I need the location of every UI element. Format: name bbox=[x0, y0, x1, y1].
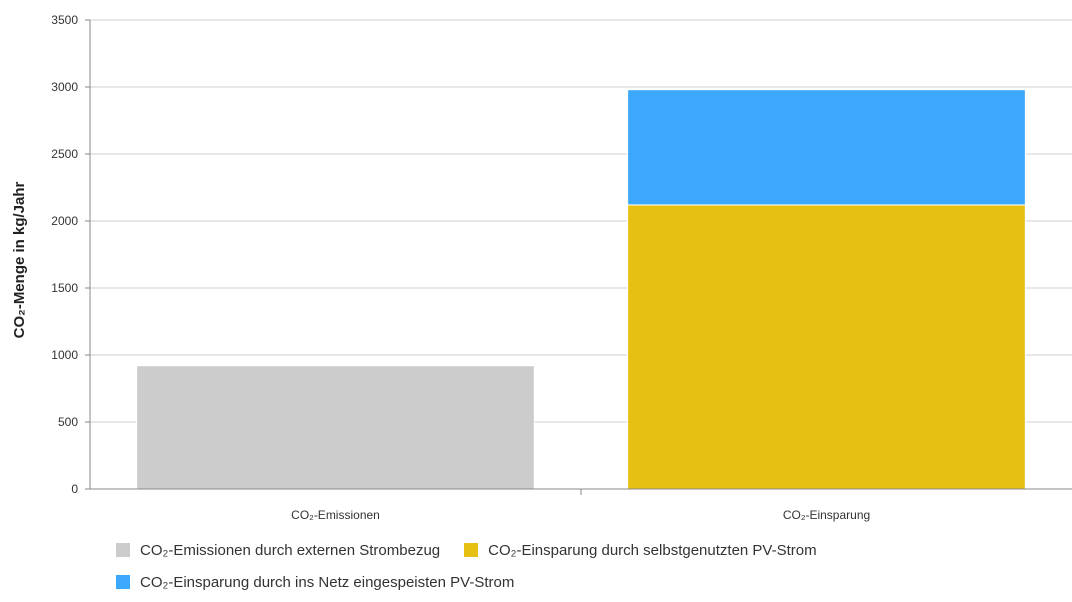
legend-label: CO₂-Einsparung durch selbstgenutzten PV-… bbox=[488, 541, 817, 559]
gridlines bbox=[90, 19, 1072, 423]
legend-label: CO₂-Einsparung durch ins Netz eingespeis… bbox=[140, 573, 515, 591]
legend-swatch-blue bbox=[116, 575, 130, 589]
legend-item-grid-feed-in-pv[interactable]: CO₂-Einsparung durch ins Netz eingespeis… bbox=[116, 574, 514, 591]
y-tick-label: 1500 bbox=[51, 281, 78, 295]
legend-label: CO₂-Emissionen durch externen Strombezug bbox=[140, 541, 441, 559]
y-tick-label: 0 bbox=[71, 482, 78, 496]
y-axis-title: CO₂-Menge in kg/Jahr bbox=[11, 181, 28, 338]
y-tick-label: 3500 bbox=[51, 13, 78, 27]
legend-row-2: CO₂-Einsparung durch ins Netz eingespeis… bbox=[116, 570, 1056, 594]
y-tick-label: 3000 bbox=[51, 80, 78, 94]
y-tick-label: 2000 bbox=[51, 214, 78, 228]
y-tick-label: 500 bbox=[58, 415, 78, 429]
legend-swatch-yellow bbox=[464, 543, 479, 557]
legend-swatch-grey bbox=[116, 543, 130, 557]
x-tick-label: CO₂-Einsparung bbox=[783, 508, 870, 522]
x-tick-label: CO₂-Emissionen bbox=[291, 508, 380, 522]
bar-segment-2-1[interactable] bbox=[627, 89, 1026, 206]
bar-segment-1-1[interactable] bbox=[627, 204, 1026, 490]
bar-segment-0-0[interactable] bbox=[136, 365, 535, 490]
y-tick-label: 2500 bbox=[51, 147, 78, 161]
axes: 0 500 1000 1500 2000 2500 3000 3500 CO₂-Emission… bbox=[51, 13, 1072, 522]
bars bbox=[136, 89, 1026, 490]
legend-item-external-emissions[interactable]: CO₂-Emissionen durch externen Strombezug bbox=[116, 542, 440, 559]
y-tick-label: 1000 bbox=[51, 348, 78, 362]
bar-chart: 0 500 1000 1500 2000 2500 3000 3500 CO₂-Emission… bbox=[11, 13, 1072, 522]
legend-row-1: CO₂-Emissionen durch externen Strombezug… bbox=[116, 538, 1056, 562]
legend: CO₂-Emissionen durch externen Strombezug… bbox=[116, 538, 1056, 602]
legend-item-self-used-pv[interactable]: CO₂-Einsparung durch selbstgenutzten PV-… bbox=[464, 541, 817, 559]
